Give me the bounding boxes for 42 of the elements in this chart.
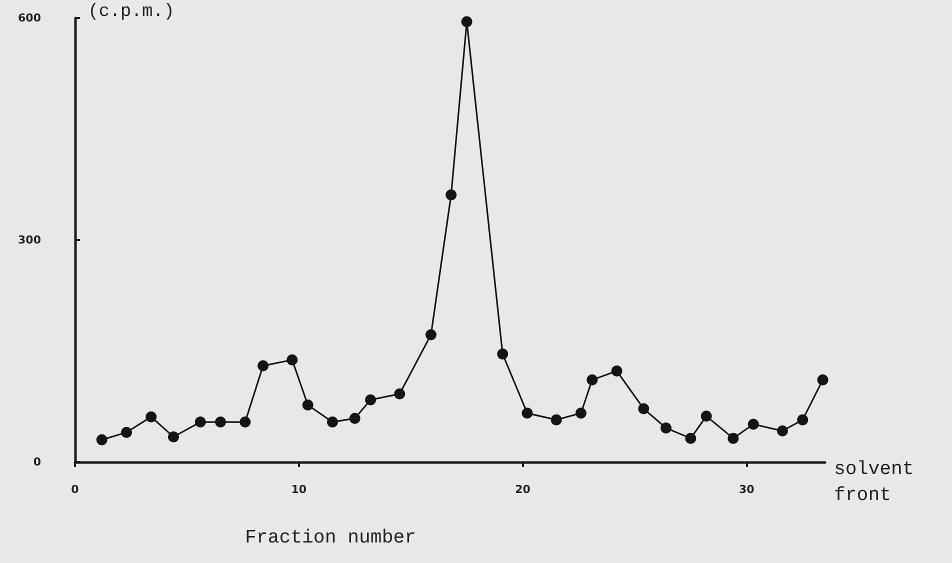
y-tick-label: 300	[18, 234, 42, 246]
point	[586, 374, 598, 386]
point	[365, 394, 376, 406]
point	[776, 425, 788, 436]
point	[302, 400, 314, 411]
x-tick-label: 20	[515, 483, 531, 496]
point	[349, 412, 360, 424]
point	[215, 416, 226, 428]
point	[685, 432, 696, 444]
point	[550, 414, 562, 426]
point	[797, 414, 808, 426]
point	[425, 329, 436, 340]
x-tick-label: 30	[738, 483, 755, 496]
y-axis-title: (c.p.m.)	[88, 2, 174, 22]
point	[258, 360, 269, 372]
y-tick-label: 0	[33, 456, 42, 468]
point	[611, 365, 622, 376]
point	[446, 189, 457, 200]
point	[146, 411, 157, 422]
point	[394, 388, 406, 400]
point	[728, 432, 739, 444]
point	[660, 422, 672, 434]
point	[194, 416, 206, 428]
point	[575, 408, 586, 419]
point	[748, 418, 759, 430]
x-axis-title: Fraction number	[245, 526, 416, 548]
point	[286, 354, 298, 366]
point	[168, 431, 180, 442]
point	[817, 374, 828, 386]
point	[326, 416, 338, 428]
point	[461, 16, 472, 28]
point	[240, 416, 251, 428]
point	[700, 410, 712, 422]
point	[121, 426, 132, 438]
x-tick-label: 0	[71, 483, 80, 496]
point	[638, 403, 650, 414]
point	[96, 434, 108, 446]
point	[497, 348, 508, 360]
x-tick-label: 10	[291, 483, 307, 496]
text: solvent front	[834, 458, 926, 506]
point	[522, 408, 533, 419]
y-tick-label: 600	[18, 12, 42, 24]
